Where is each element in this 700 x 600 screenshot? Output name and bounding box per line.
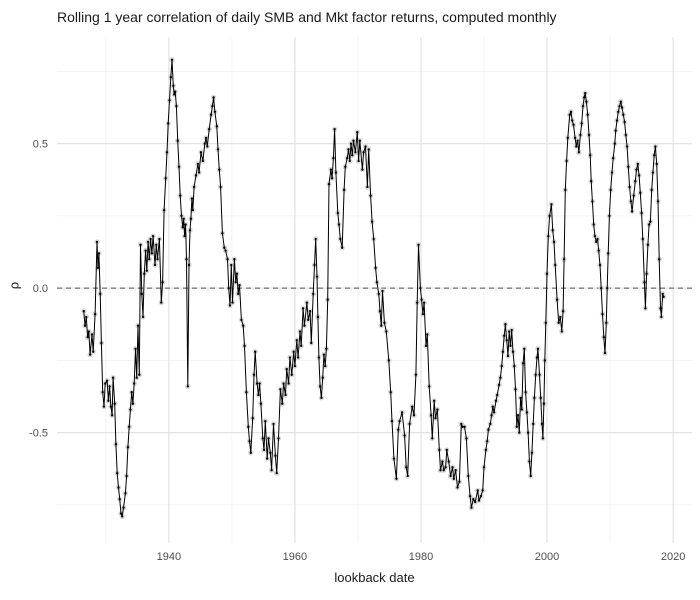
y-axis-tick-labels: 0.5 0.0 -0.5 [29, 139, 48, 440]
y-tick-label: 0.0 [33, 283, 48, 295]
x-axis-title: lookback date [334, 570, 415, 585]
x-tick-label: 2020 [661, 551, 685, 563]
series-points [82, 58, 665, 518]
x-axis-tick-labels: 1940 1960 1980 2000 2020 [157, 551, 686, 563]
grid-minor [57, 37, 692, 543]
grid-major [57, 37, 692, 543]
x-tick-label: 1940 [157, 551, 181, 563]
x-tick-label: 1980 [409, 551, 433, 563]
x-tick-label: 2000 [535, 551, 559, 563]
y-axis-title: ρ [6, 281, 22, 290]
x-tick-label: 1960 [283, 551, 307, 563]
y-tick-label: -0.5 [29, 428, 48, 440]
chart-title: Rolling 1 year correlation of daily SMB … [57, 9, 557, 25]
y-tick-label: 0.5 [33, 139, 48, 151]
